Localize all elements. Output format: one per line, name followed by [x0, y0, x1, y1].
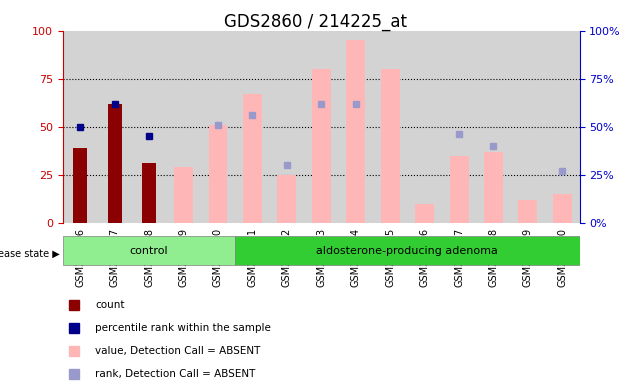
Bar: [373, 31, 408, 223]
Bar: [476, 31, 511, 223]
Bar: [415, 204, 434, 223]
Text: rank, Detection Call = ABSENT: rank, Detection Call = ABSENT: [95, 369, 256, 379]
Bar: [450, 156, 469, 223]
Text: count: count: [95, 300, 125, 310]
Bar: [484, 152, 503, 223]
Bar: [98, 31, 132, 223]
Text: aldosterone-producing adenoma: aldosterone-producing adenoma: [316, 245, 498, 256]
Bar: [338, 31, 373, 223]
Bar: [73, 148, 87, 223]
Bar: [63, 31, 98, 223]
Bar: [511, 31, 545, 223]
Text: control: control: [130, 245, 168, 256]
Bar: [545, 31, 580, 223]
Text: GDS2860 / 214225_at: GDS2860 / 214225_at: [224, 13, 406, 31]
Bar: [174, 167, 193, 223]
Bar: [63, 236, 235, 265]
Bar: [553, 194, 572, 223]
Bar: [304, 31, 338, 223]
Bar: [408, 31, 442, 223]
Bar: [243, 94, 262, 223]
Bar: [381, 69, 399, 223]
Bar: [132, 31, 166, 223]
Text: value, Detection Call = ABSENT: value, Detection Call = ABSENT: [95, 346, 261, 356]
Bar: [518, 200, 537, 223]
Bar: [442, 31, 476, 223]
Bar: [201, 31, 235, 223]
Bar: [108, 104, 122, 223]
Bar: [235, 31, 270, 223]
Bar: [270, 31, 304, 223]
Bar: [312, 69, 331, 223]
Bar: [166, 31, 201, 223]
Bar: [235, 236, 580, 265]
Bar: [346, 40, 365, 223]
Text: percentile rank within the sample: percentile rank within the sample: [95, 323, 271, 333]
Bar: [277, 175, 296, 223]
Bar: [209, 125, 227, 223]
Text: disease state ▶: disease state ▶: [0, 248, 60, 258]
Bar: [142, 163, 156, 223]
